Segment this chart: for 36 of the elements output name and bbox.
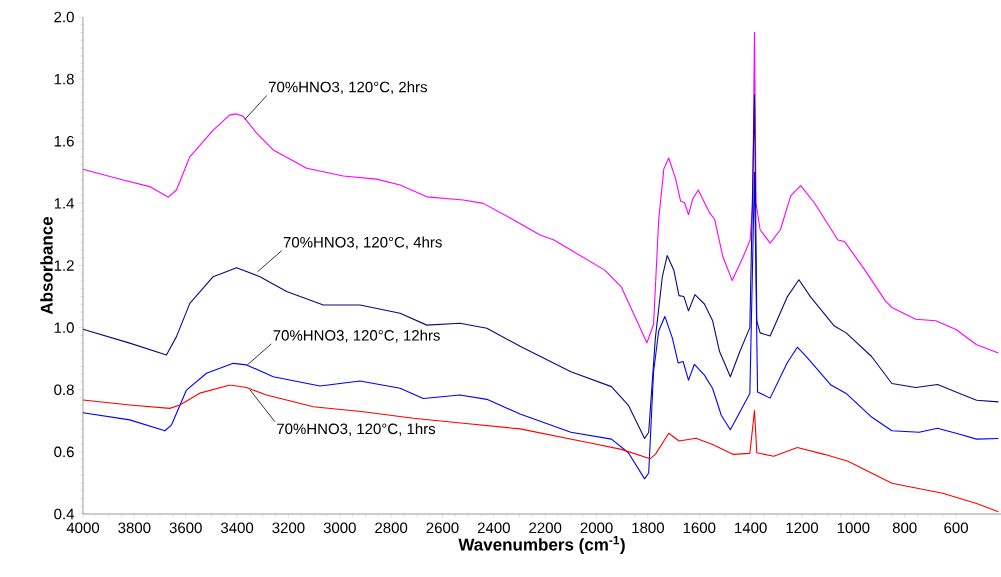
y-tick-label: 0.4 xyxy=(54,508,75,520)
line-series xyxy=(83,94,999,440)
annotation: 70%HNO3, 120°C, 12hrs xyxy=(273,329,440,343)
y-tick-label: 0.6 xyxy=(54,446,74,458)
x-tick-label: 2000 xyxy=(580,522,613,534)
annotation: 70%HNO3, 120°C, 1hrs xyxy=(277,423,436,436)
x-tick-label: 3800 xyxy=(118,522,151,534)
annotation: 70%HNO3, 120°C, 4hrs xyxy=(283,236,442,250)
y-tick-label: 1.0 xyxy=(54,322,74,333)
y-tick-label: 2.0 xyxy=(54,11,74,23)
annotation: 70%HNO3, 120°C, 2hrs xyxy=(268,81,427,95)
y-tick-label: 1.4 xyxy=(54,198,75,209)
x-tick-label: 4000 xyxy=(66,522,100,534)
x-tick-label: 2800 xyxy=(375,522,408,534)
line-series xyxy=(83,31,999,354)
x-tick-label: 1200 xyxy=(786,522,819,534)
x-tick-label: 600 xyxy=(944,522,968,534)
x-tick-label: 2400 xyxy=(477,522,510,534)
line-series xyxy=(83,171,999,480)
x-tick-label: 3600 xyxy=(169,522,202,534)
x-tick-label: 2200 xyxy=(529,522,562,534)
x-tick-label: 1600 xyxy=(683,522,716,534)
y-axis-title: Absorbance xyxy=(40,216,53,315)
x-tick-label: 3000 xyxy=(323,522,356,534)
x-tick-label: 1800 xyxy=(632,522,664,534)
x-tick-label: 3200 xyxy=(272,522,305,534)
x-tick-label: 1000 xyxy=(837,522,870,534)
y-tick-label: 1.8 xyxy=(54,73,74,85)
y-tick-label: 0.8 xyxy=(54,384,74,396)
x-tick-label: 800 xyxy=(892,522,917,534)
x-tick-label: 3400 xyxy=(220,522,254,534)
y-tick-label: 1.6 xyxy=(54,135,74,147)
x-axis-title: Wavenumbers (cm$^{-1}$) xyxy=(458,536,625,554)
y-tick-label: 1.2 xyxy=(54,260,74,271)
x-tick-label: 2600 xyxy=(426,522,459,534)
x-tick-label: 1400 xyxy=(735,522,767,534)
